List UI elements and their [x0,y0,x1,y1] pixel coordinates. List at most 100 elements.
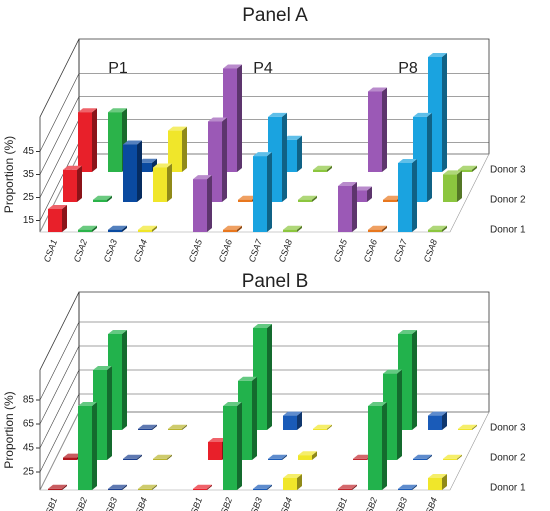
bar [238,376,257,460]
group-label: P4 [253,60,273,77]
grid-line [39,345,80,425]
bar-side [222,117,227,202]
bar-front [458,428,472,430]
bar-top [108,225,127,230]
bar-front [268,458,282,460]
bar-front [108,229,122,232]
bar-top [108,484,127,489]
category-label: CSA8 [277,238,294,264]
bar-top [413,454,432,459]
bar-top [208,438,227,442]
bar-front [138,428,152,430]
bar-top [123,140,142,145]
legend-label: Donor 2 [490,195,526,206]
bar [108,330,127,430]
bar [138,424,157,430]
bar-side [182,424,187,430]
bar-front [253,156,267,232]
bar-front [413,458,427,460]
bar-front [153,458,167,460]
panel-title: Panel B [242,271,309,292]
bar-side [412,484,417,490]
y-tick-label: 65 [23,419,35,430]
bar-side [77,165,82,202]
bar-front [168,130,182,172]
category-label: CSA7 [392,237,410,263]
bar-side [352,484,357,490]
bar-side [282,112,287,202]
bar-front [368,406,382,490]
floor [39,411,490,491]
y-tick-label: 35 [23,169,35,180]
bar-front [368,91,382,172]
bar-top [63,165,82,170]
bar-top [428,225,447,230]
bar-front [48,209,62,232]
bar-front [428,229,442,232]
bar [168,424,187,430]
bar [443,170,462,202]
bar [458,165,477,172]
bar-side [442,53,447,172]
bar-side [137,140,142,202]
grid-line [39,142,80,221]
legend-label: Donor 1 [490,225,526,236]
bar-front [398,488,412,490]
bar-front [153,167,167,202]
bar-top [443,454,462,459]
bar-side [472,424,477,430]
bar-front [78,406,92,490]
y-axis-label: Proportion (%) [2,391,16,468]
bar-top [368,225,387,230]
bar-top [458,424,477,429]
bar-top [283,135,302,140]
bar [153,163,172,202]
bar-side [472,165,477,172]
bar [223,225,242,232]
bar-side [297,135,302,172]
bar [298,195,317,202]
bar-side [327,165,332,172]
bar [168,126,187,172]
bar-side [382,225,387,232]
bar [253,152,272,232]
bar [108,225,127,232]
bar [283,411,302,430]
bar-top [78,225,97,230]
bar [48,205,67,232]
bar-top [383,195,402,200]
bar [108,484,127,490]
bar [283,225,302,232]
bar [48,484,67,490]
bar-top [108,108,127,113]
bar-side [442,225,447,232]
category-label: CSA6 [217,238,234,264]
bar-top [108,330,127,334]
bar-front [253,488,267,490]
bar-side [152,484,157,490]
bar-front [138,488,152,490]
category-label: CSA1 [42,238,59,264]
bar-top [398,330,417,334]
bar-side [62,205,67,232]
bar-front [138,229,152,232]
bar-top [48,205,67,209]
bar-top [153,454,172,459]
bar [398,159,417,232]
bar-front [383,199,397,202]
bar-front [223,406,237,490]
bar-top [283,474,302,478]
bar [193,484,212,490]
grid-line [39,73,80,152]
bar [123,454,142,460]
bar [298,451,317,460]
bar [368,402,387,490]
y-axis-label: Proportion (%) [2,136,16,213]
bar-front [108,488,122,490]
bar-side [252,376,257,460]
bar-top [413,112,432,117]
bar-side [382,402,387,490]
bar-side [312,195,317,202]
bar-top [138,484,157,489]
bar-side [442,474,447,490]
